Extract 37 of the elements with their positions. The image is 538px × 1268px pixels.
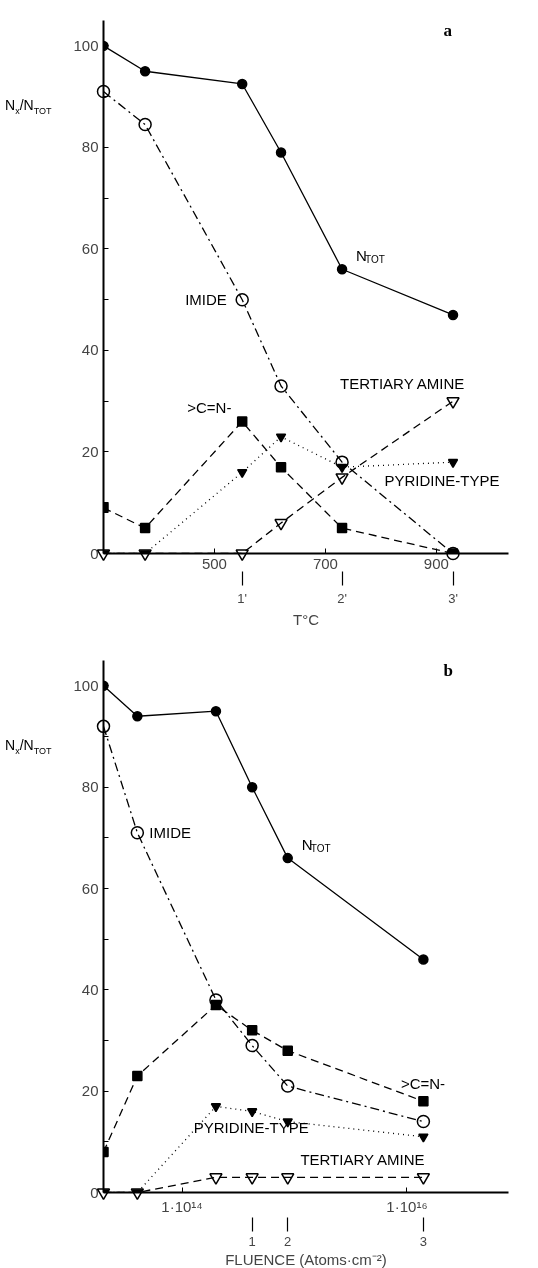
y-tick-label: 40 — [81, 980, 99, 998]
x-axis-title: T°C — [293, 610, 320, 628]
annotation: 1 — [248, 1233, 256, 1249]
y-axis-title: N$_{x}$/N$_{TOT}$ — [5, 736, 52, 758]
x-tick-label: 500 — [201, 554, 227, 572]
chart-title: a — [443, 21, 453, 40]
y-tick-label: 80 — [81, 778, 99, 796]
series-label: PYRIDINE-TYPE — [384, 471, 500, 489]
x-tick-label: 1·10¹⁶ — [386, 1197, 428, 1215]
annotation: 2' — [337, 590, 347, 606]
y-tick-label: 60 — [81, 879, 99, 897]
y-tick-label: 20 — [81, 442, 99, 460]
y-tick-label: 80 — [81, 138, 99, 156]
annotation: 2 — [284, 1233, 292, 1249]
series-label: PYRIDINE-TYPE — [193, 1118, 309, 1136]
x-axis-title: FLUENCE (Atoms·cm⁻²) — [225, 1250, 387, 1268]
series-label: IMIDE — [185, 291, 227, 309]
series-label: >C=N- — [187, 399, 232, 417]
y-tick-label: 20 — [81, 1082, 99, 1100]
series-label: TERTIARY AMINE — [300, 1150, 425, 1168]
series-label: >C=N- — [400, 1074, 446, 1092]
y-tick-label: 100 — [73, 36, 99, 54]
y-axis-title: N$_{x}$/N$_{TOT}$ — [5, 96, 52, 118]
series-label: TERTIARY AMINE — [340, 374, 465, 392]
y-tick-label: 100 — [73, 676, 99, 694]
chart-title: b — [443, 661, 453, 680]
annotation: 3 — [419, 1233, 428, 1249]
y-tick-label: 60 — [81, 239, 99, 257]
x-tick-label: 900 — [423, 554, 449, 572]
annotation: 3' — [448, 590, 458, 606]
y-tick-label: 0 — [90, 544, 99, 562]
y-tick-label: 40 — [81, 341, 99, 359]
series-label: IMIDE — [149, 824, 192, 842]
annotation: 1' — [237, 590, 248, 606]
y-tick-label: 0 — [90, 1183, 99, 1201]
x-tick-label: 700 — [312, 554, 338, 572]
x-tick-label: 1·10¹⁴ — [161, 1197, 203, 1215]
